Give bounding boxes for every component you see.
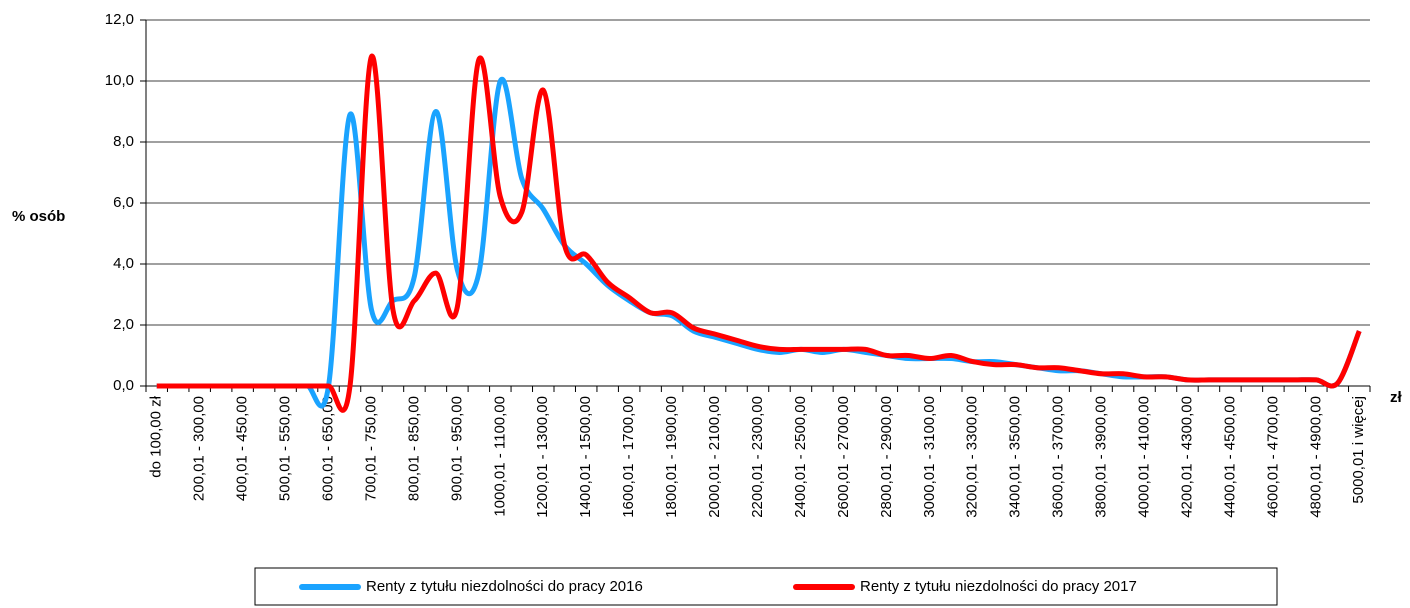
- x-tick-label: 5000,01 i więcej: [1350, 396, 1367, 504]
- x-tick-label: 400,01 - 450,00: [234, 396, 251, 501]
- x-tick-label: 4800,01 - 4900,00: [1307, 396, 1324, 518]
- x-tick-label: 1200,01 - 1300,00: [534, 396, 551, 518]
- x-tick-label: 4600,01 - 4700,00: [1264, 396, 1281, 518]
- x-tick-label: 1600,01 - 1700,00: [620, 396, 637, 518]
- x-tick-label: 1000,01 - 1100,00: [491, 396, 508, 517]
- y-tick-label: 8,0: [113, 133, 134, 150]
- x-tick-label: 3600,01 - 3700,00: [1050, 396, 1067, 518]
- series-line: [156, 54, 1362, 413]
- x-tick-label: 2200,01 - 2300,00: [749, 396, 766, 518]
- x-tick-label: 900,01 - 950,00: [448, 396, 465, 501]
- x-tick-label: 1800,01 - 1900,00: [663, 396, 680, 518]
- x-tick-label: 4400,01 - 4500,00: [1221, 396, 1238, 518]
- legend: [254, 567, 1278, 606]
- y-tick-label: 10,0: [105, 72, 134, 89]
- y-tick-label: 6,0: [113, 194, 134, 211]
- x-tick-label: do 100,00 zł: [148, 395, 165, 477]
- x-tick-label: 200,01 - 300,00: [191, 396, 208, 501]
- y-tick-label: 4,0: [113, 255, 134, 272]
- x-tick-label: 800,01 - 850,00: [405, 396, 422, 501]
- x-tick-label: 4200,01 - 4300,00: [1178, 396, 1195, 518]
- x-tick-label: 3800,01 - 3900,00: [1093, 396, 1110, 518]
- x-tick-label: 700,01 - 750,00: [362, 396, 379, 501]
- y-tick-label: 12,0: [105, 11, 134, 28]
- y-axis-label: % osób: [12, 208, 65, 225]
- x-tick-label: 4000,01 - 4100,00: [1135, 396, 1152, 518]
- legend-label: Renty z tytułu niezdolności do pracy 201…: [860, 578, 1137, 595]
- y-tick-label: 2,0: [113, 316, 134, 333]
- x-tick-label: 3400,01 - 3500,00: [1007, 396, 1024, 518]
- x-tick-label: 2600,01 - 2700,00: [835, 396, 852, 518]
- x-tick-label: 2800,01 - 2900,00: [878, 396, 895, 518]
- x-axis-label: zł: [1390, 389, 1403, 406]
- x-tick-label: 500,01 - 550,00: [277, 396, 294, 501]
- series-line: [156, 76, 1362, 409]
- x-tick-label: 1400,01 - 1500,00: [577, 396, 594, 518]
- legend-label: Renty z tytułu niezdolności do pracy 201…: [366, 578, 643, 595]
- x-tick-label: 3000,01 - 3100,00: [921, 396, 938, 518]
- x-tick-label: 3200,01 - 3300,00: [964, 396, 981, 518]
- y-tick-label: 0,0: [113, 377, 134, 394]
- x-tick-label: 2400,01 - 2500,00: [792, 396, 809, 518]
- x-tick-label: 2000,01 - 2100,00: [706, 396, 723, 518]
- x-tick-label: 600,01 - 650,00: [319, 396, 336, 501]
